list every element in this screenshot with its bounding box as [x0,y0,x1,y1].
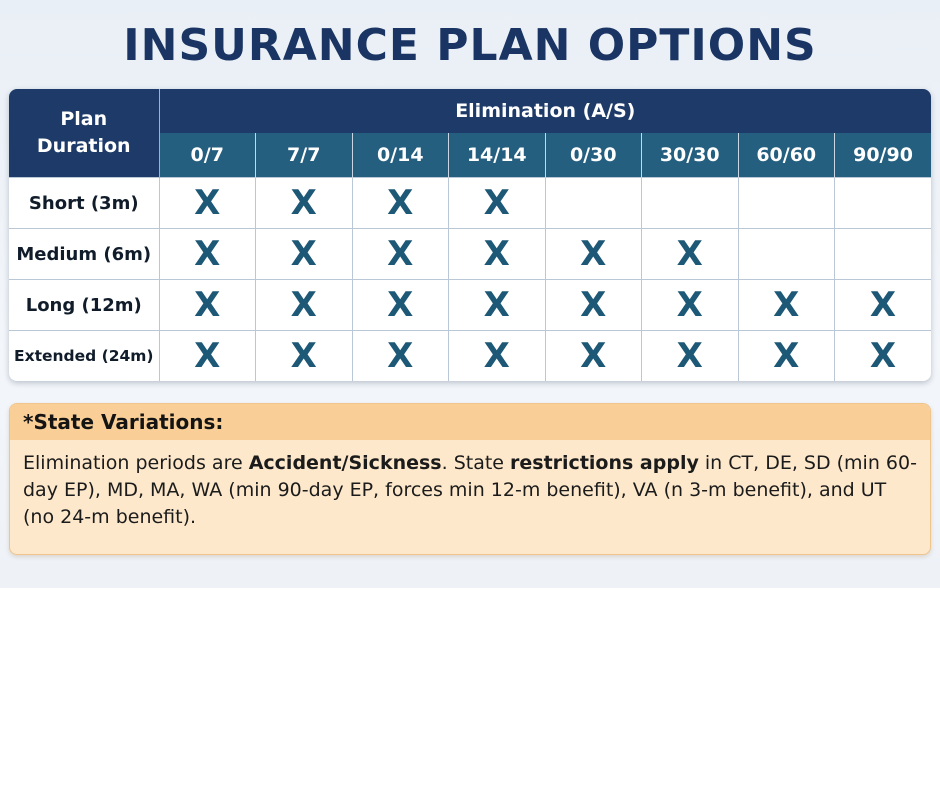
plan-options-table: Plan Duration Elimination (A/S) 0/7 7/7 0/… [9,89,931,381]
available-mark: X [580,336,607,376]
availability-cell: X [641,330,738,381]
elimination-column-header: 0/14 [351,133,449,178]
available-mark: X [194,285,221,325]
available-mark: X [580,285,607,325]
availability-cell: X [544,330,642,381]
available-mark: X [387,285,414,325]
availability-cell: X [255,330,352,381]
availability-cell: X [255,279,352,331]
plan-duration-label: Long (12m) [9,279,160,331]
elimination-column-header: 0/7 [158,133,256,178]
availability-cell: X [448,279,545,331]
plan-duration-label: Short (3m) [9,177,160,229]
available-mark: X [290,183,317,223]
availability-cell: X [448,228,545,280]
available-mark: X [483,285,510,325]
availability-cell [737,177,835,229]
availability-cell [544,177,642,229]
available-mark: X [194,234,221,274]
availability-cell: X [544,279,642,331]
elimination-column-header: 30/30 [641,133,738,178]
note-text-bold-1: Accident/Sickness [248,452,442,474]
available-mark: X [483,234,510,274]
availability-cell [834,228,931,280]
available-mark: X [580,234,607,274]
available-mark: X [869,285,897,325]
state-variations-text: Elimination periods are Accident/Sicknes… [10,440,930,531]
available-mark: X [483,336,510,376]
availability-cell: X [351,228,449,280]
table-row: Medium (6m) X X X X X X [9,228,931,280]
availability-cell: X [351,279,449,331]
plan-duration-header-line2: Duration [36,135,131,157]
available-mark: X [290,234,317,274]
table-row: Short (3m) X X X X [9,177,931,229]
availability-cell [834,177,931,229]
note-text-2: . State [441,452,511,474]
table-row: Extended (24m) X X X X X X X X [9,330,931,381]
availability-cell: X [448,330,545,381]
available-mark: X [290,336,317,376]
elimination-column-header: 90/90 [834,133,931,178]
available-mark: X [194,336,221,376]
elimination-column-header: 14/14 [448,133,545,178]
state-variations-note: *State Variations: Elimination periods a… [9,403,931,555]
available-mark: X [194,183,221,223]
available-mark: X [387,183,414,223]
availability-cell: X [158,177,256,229]
availability-cell: X [158,228,256,280]
availability-cell: X [737,279,835,331]
elimination-group-header: Elimination (A/S) [159,89,931,133]
available-mark: X [676,234,703,274]
available-mark: X [676,336,703,376]
plan-duration-header-line1: Plan [60,108,108,130]
note-text-bold-2: restrictions apply [510,452,699,474]
elimination-column-header: 7/7 [255,133,352,178]
availability-cell [641,177,738,229]
available-mark: X [483,183,510,223]
elimination-column-header: 60/60 [737,133,835,178]
availability-cell: X [641,279,738,331]
availability-cell: X [834,279,931,331]
availability-cell: X [351,330,449,381]
page-title: INSURANCE PLAN OPTIONS [123,20,817,71]
available-mark: X [773,285,800,325]
availability-cell: X [641,228,738,280]
available-mark: X [387,234,414,274]
availability-cell: X [448,177,545,229]
available-mark: X [387,336,414,376]
plan-duration-label: Extended (24m) [9,330,160,381]
availability-cell: X [158,279,256,331]
plan-duration-header: Plan Duration [9,89,160,178]
available-mark: X [290,285,317,325]
availability-cell: X [737,330,835,381]
availability-cell: X [255,177,352,229]
available-mark: X [773,336,800,376]
table-row: Long (12m) X X X X X X X X [9,279,931,331]
state-variations-heading: *State Variations: [10,404,930,440]
plan-duration-label: Medium (6m) [9,228,160,280]
availability-cell: X [351,177,449,229]
available-mark: X [869,336,897,376]
availability-cell: X [255,228,352,280]
available-mark: X [676,285,703,325]
availability-cell: X [544,228,642,280]
note-text-3: in CT, DE, SD (min 60-day EP), MD, MA, W… [23,452,917,528]
elimination-column-header: 0/30 [544,133,642,178]
availability-cell [737,228,835,280]
availability-cell: X [158,330,256,381]
background-panel: INSURANCE PLAN OPTIONS Plan Duration Eli… [0,0,940,588]
availability-cell: X [834,330,931,381]
note-text-1: Elimination periods are [23,452,249,474]
